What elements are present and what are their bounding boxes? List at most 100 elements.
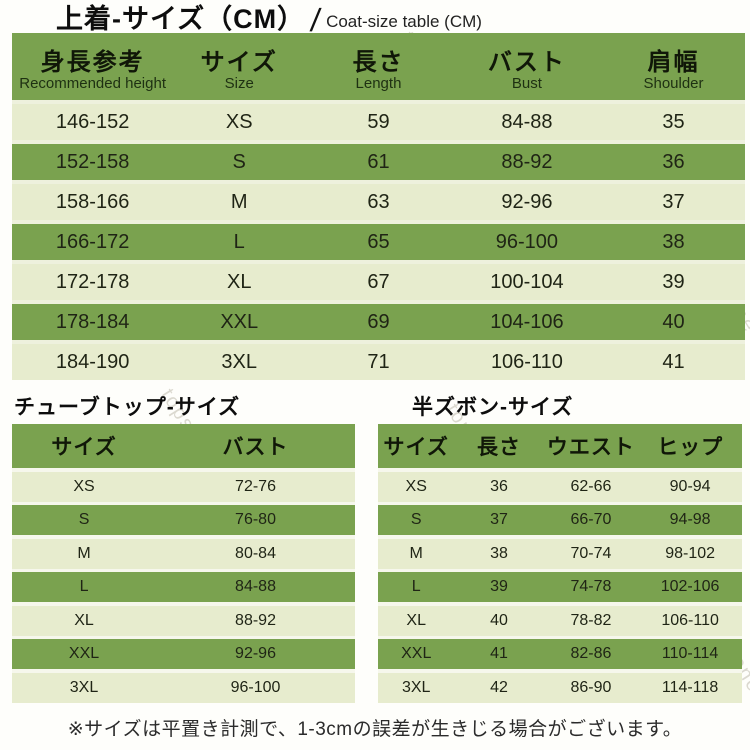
table-row: M 80-84	[12, 538, 355, 569]
table-cell: 94-98	[669, 511, 711, 528]
table-cell: XS	[225, 110, 253, 133]
table-row: M 38 70-74 98-102	[378, 538, 742, 569]
table-cell: 96-100	[495, 230, 559, 253]
header-shoulder-en: Shoulder	[643, 74, 704, 92]
table-row: 3XL 96-100	[12, 672, 355, 703]
header-length-jp: 長さ	[352, 48, 405, 76]
table-cell: 110-114	[661, 645, 719, 662]
table-row: 166-172 L 65 96-100 38	[12, 224, 745, 260]
shorts-size-table: サイズ 長さ ウエスト ヒップ XS 36 62-66 90-94 S 37 66-70 94…	[378, 424, 742, 703]
tubetop-header-bust: バスト	[222, 436, 289, 459]
table-cell: 37	[490, 511, 508, 528]
table-cell: 158-166	[55, 190, 130, 213]
table-cell: 3XL	[401, 678, 431, 696]
table-cell: XS	[405, 477, 427, 495]
table-cell: 178-184	[55, 310, 130, 333]
table-cell: XL	[74, 611, 94, 629]
table-cell: 86-90	[570, 678, 612, 696]
tubetop-table-rows: XS 72-76 S 76-80 M 80-84 L 84-88 XL 88-92 XXL 92-96…	[12, 471, 355, 703]
table-cell: 80-84	[235, 544, 276, 562]
header-height-jp: 身長参考	[40, 48, 145, 76]
page-title-english: Coat-size table (CM)	[326, 12, 482, 31]
table-cell: 88-92	[501, 150, 553, 173]
header-bust: バスト Bust	[452, 42, 602, 92]
shorts-header-waist: ウエスト	[546, 436, 635, 459]
table-cell: M	[409, 544, 423, 562]
table-cell: 72-76	[235, 477, 276, 495]
header-length-en: Length	[355, 74, 402, 92]
table-cell: 63	[367, 190, 390, 213]
table-cell: 88-92	[235, 611, 276, 629]
table-cell: 35	[662, 110, 685, 133]
header-length: 長さ Length	[305, 42, 452, 92]
table-cell: 42	[490, 678, 508, 696]
header-size-jp: サイズ	[200, 48, 278, 76]
shorts-table-title: 半ズボン-サイズ	[412, 396, 574, 419]
table-cell: 76-80	[235, 511, 276, 528]
table-cell: 61	[367, 150, 390, 173]
table-row: L 39 74-78 102-106	[378, 572, 742, 602]
page-title-japanese: 上着-サイズ（CM）	[56, 4, 306, 34]
table-cell: XXL	[401, 645, 432, 662]
table-cell: 104-106	[490, 310, 564, 333]
table-cell: XL	[226, 270, 252, 293]
table-cell: 70-74	[570, 544, 612, 562]
table-cell: S	[410, 511, 422, 528]
table-row: 3XL 42 86-90 114-118	[378, 672, 742, 703]
table-cell: 41	[662, 350, 685, 373]
table-cell: 38	[662, 230, 685, 253]
table-row: XS 36 62-66 90-94	[378, 471, 742, 502]
table-cell: XS	[73, 477, 95, 495]
table-row: XL 88-92	[12, 605, 355, 636]
table-cell: 41	[490, 645, 508, 662]
coat-table-header: 身長参考 Recommended height サイズ Size 長さ Leng…	[12, 33, 745, 100]
header-bust-jp: バスト	[487, 48, 566, 76]
header-bust-en: Bust	[511, 74, 542, 92]
table-cell: 92-96	[501, 190, 553, 213]
coat-table-rows: 146-152 XS 59 84-88 35 152-158 S 61 88-92 36 158-1…	[12, 104, 745, 380]
table-row: 178-184 XXL 69 104-106 40	[12, 304, 745, 340]
table-cell: 100-104	[490, 270, 564, 293]
table-cell: 114-118	[661, 678, 719, 696]
shorts-header-hip: ヒップ	[657, 436, 724, 459]
table-cell: 69	[367, 310, 390, 333]
table-row: XXL 92-96	[12, 639, 355, 669]
table-cell: L	[411, 578, 421, 595]
measurement-disclaimer: ※サイズは平置き計測で、1-3cmの誤差が生きじる場合がございます。	[67, 719, 683, 740]
table-row: XL 40 78-82 106-110	[378, 605, 742, 636]
tubetop-header-size: サイズ	[51, 436, 117, 459]
table-cell: L	[233, 230, 245, 253]
table-cell: 39	[490, 578, 508, 595]
table-row: L 84-88	[12, 572, 355, 602]
table-cell: 37	[662, 190, 685, 213]
header-shoulder: 肩幅 Shoulder	[602, 42, 745, 92]
table-row: 158-166 M 63 92-96 37	[12, 184, 745, 220]
table-cell: 66-70	[570, 511, 612, 528]
table-cell: 146-152	[55, 110, 130, 133]
table-row: S 37 66-70 94-98	[378, 505, 742, 535]
table-cell: 166-172	[55, 230, 130, 253]
table-cell: 84-88	[501, 110, 553, 133]
header-height-en: Recommended height	[19, 74, 166, 92]
title-divider: /	[308, 2, 323, 38]
table-cell: 3XL	[69, 678, 99, 696]
shorts-table-rows: XS 36 62-66 90-94 S 37 66-70 94-98 M 38 70-74 98-10…	[378, 471, 742, 703]
table-cell: 96-100	[230, 678, 281, 696]
shorts-table-header: サイズ 長さ ウエスト ヒップ	[378, 424, 742, 468]
table-cell: 67	[367, 270, 390, 293]
table-cell: 82-86	[570, 645, 612, 662]
tubetop-table-title: チューブトップ-サイズ	[14, 396, 241, 419]
coat-size-table: 身長参考 Recommended height サイズ Size 長さ Leng…	[12, 33, 745, 380]
table-cell: 92-96	[235, 645, 276, 662]
table-cell: 40	[490, 611, 508, 629]
table-cell: 38	[490, 544, 508, 562]
table-cell: M	[77, 544, 91, 562]
table-cell: 78-82	[570, 611, 612, 629]
table-row: 146-152 XS 59 84-88 35	[12, 104, 745, 140]
table-cell: 90-94	[669, 477, 711, 495]
table-cell: 36	[490, 477, 508, 495]
table-row: 184-190 3XL 71 106-110 41	[12, 344, 745, 380]
shorts-header-length: 長さ	[477, 436, 522, 459]
table-cell: 106-110	[661, 611, 719, 629]
table-row: XS 72-76	[12, 471, 355, 502]
